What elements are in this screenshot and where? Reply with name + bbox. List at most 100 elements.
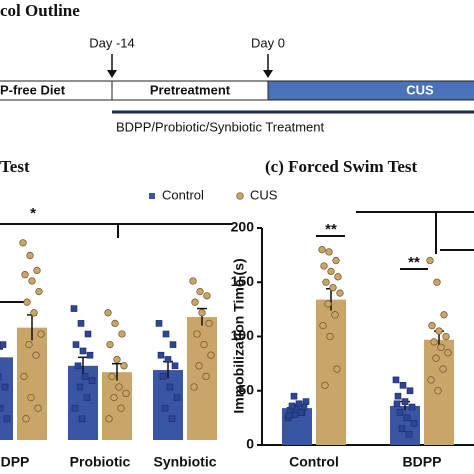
- data-point: [171, 362, 179, 370]
- data-point: [21, 270, 29, 279]
- data-point: [122, 389, 130, 398]
- data-point: [198, 309, 206, 317]
- y-tick-label: 0: [246, 436, 254, 452]
- data-point: [202, 372, 210, 381]
- data-point: [88, 377, 96, 384]
- data-point: [401, 398, 409, 405]
- data-point: [22, 415, 30, 423]
- arrow-head: [263, 70, 273, 78]
- data-point: [331, 311, 339, 319]
- data-point: [111, 319, 119, 328]
- data-point: [27, 393, 35, 402]
- phase-label: CUS: [406, 82, 434, 97]
- x-tick-label: Control: [289, 454, 339, 470]
- data-point: [34, 404, 42, 412]
- y-tick-label: 150: [231, 273, 255, 289]
- data-point: [161, 404, 169, 412]
- data-point: [155, 320, 163, 327]
- data-point: [105, 415, 113, 423]
- data-point: [336, 289, 344, 297]
- day-marker: Day -14: [89, 35, 135, 50]
- data-point: [427, 376, 435, 384]
- legend-swatch: [149, 193, 155, 199]
- data-point: [84, 330, 92, 338]
- y-tick-label: 100: [231, 327, 255, 343]
- legend-swatch: [236, 192, 244, 200]
- data-point: [435, 327, 443, 335]
- data-point: [398, 425, 406, 433]
- data-point: [396, 409, 404, 416]
- data-point: [191, 298, 199, 306]
- significance: *: [30, 205, 36, 222]
- data-point: [28, 277, 36, 285]
- data-point: [318, 246, 326, 254]
- data-point: [444, 349, 452, 357]
- bar: [102, 372, 132, 440]
- data-point: [117, 404, 125, 412]
- data-point: [76, 383, 84, 391]
- data-point: [193, 330, 201, 338]
- data-point: [405, 430, 413, 438]
- y-axis-label: Immobilization Time (s): [231, 258, 247, 413]
- data-point: [319, 322, 327, 330]
- data-point: [327, 267, 335, 276]
- data-point: [3, 415, 11, 423]
- bar: [187, 317, 217, 440]
- data-point: [164, 356, 172, 363]
- data-point: [189, 277, 197, 285]
- data-point: [30, 309, 38, 317]
- data-point: [302, 398, 310, 405]
- data-point: [203, 292, 211, 300]
- data-point: [442, 332, 450, 341]
- data-point: [159, 373, 167, 380]
- data-point: [200, 340, 208, 349]
- data-point: [324, 300, 332, 308]
- data-point: [35, 287, 43, 296]
- y-tick-label: 50: [238, 381, 254, 397]
- data-point: [410, 419, 418, 427]
- data-point: [104, 309, 112, 317]
- data-point: [78, 415, 86, 423]
- data-point: [162, 330, 170, 338]
- data-point: [0, 404, 4, 412]
- data-point: [32, 351, 40, 359]
- significance: **: [408, 254, 420, 271]
- data-point: [326, 332, 334, 341]
- data-point: [288, 402, 296, 410]
- data-point: [205, 319, 213, 328]
- data-point: [393, 400, 401, 408]
- data-point: [70, 305, 78, 312]
- bar: [0, 357, 13, 440]
- data-point: [295, 400, 303, 408]
- data-point: [33, 266, 41, 275]
- data-point: [207, 351, 215, 359]
- data-point: [110, 393, 118, 402]
- data-point: [168, 415, 176, 423]
- data-point: [120, 362, 128, 370]
- legend-label: Control: [162, 187, 204, 202]
- data-point: [19, 239, 27, 247]
- data-point: [399, 382, 407, 389]
- data-point: [406, 387, 414, 395]
- data-point: [332, 256, 340, 265]
- data-point: [108, 372, 116, 381]
- data-point: [0, 341, 7, 348]
- x-tick-label: Synbiotic: [153, 454, 216, 470]
- x-tick-label: Probiotic: [70, 454, 131, 470]
- data-point: [25, 340, 33, 349]
- phase-label: Pretreatment: [150, 82, 231, 97]
- data-point: [118, 330, 126, 338]
- data-point: [285, 412, 293, 420]
- data-point: [166, 383, 174, 391]
- data-point: [23, 298, 31, 306]
- data-point: [426, 256, 434, 265]
- data-point: [329, 284, 337, 292]
- data-point: [72, 341, 80, 348]
- data-point: [113, 355, 121, 364]
- data-point: [408, 403, 416, 411]
- data-point: [20, 372, 28, 381]
- y-tick-label: 200: [231, 219, 255, 235]
- data-point: [325, 248, 333, 256]
- data-point: [394, 392, 402, 400]
- chart-title: Test: [0, 157, 30, 176]
